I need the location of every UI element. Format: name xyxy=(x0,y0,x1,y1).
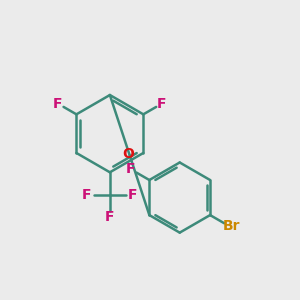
Text: O: O xyxy=(122,147,134,160)
Text: F: F xyxy=(82,188,92,202)
Text: F: F xyxy=(128,188,137,202)
Text: F: F xyxy=(105,211,115,224)
Text: Br: Br xyxy=(223,219,240,233)
Text: F: F xyxy=(53,97,63,111)
Text: F: F xyxy=(126,162,136,176)
Text: F: F xyxy=(157,97,167,111)
